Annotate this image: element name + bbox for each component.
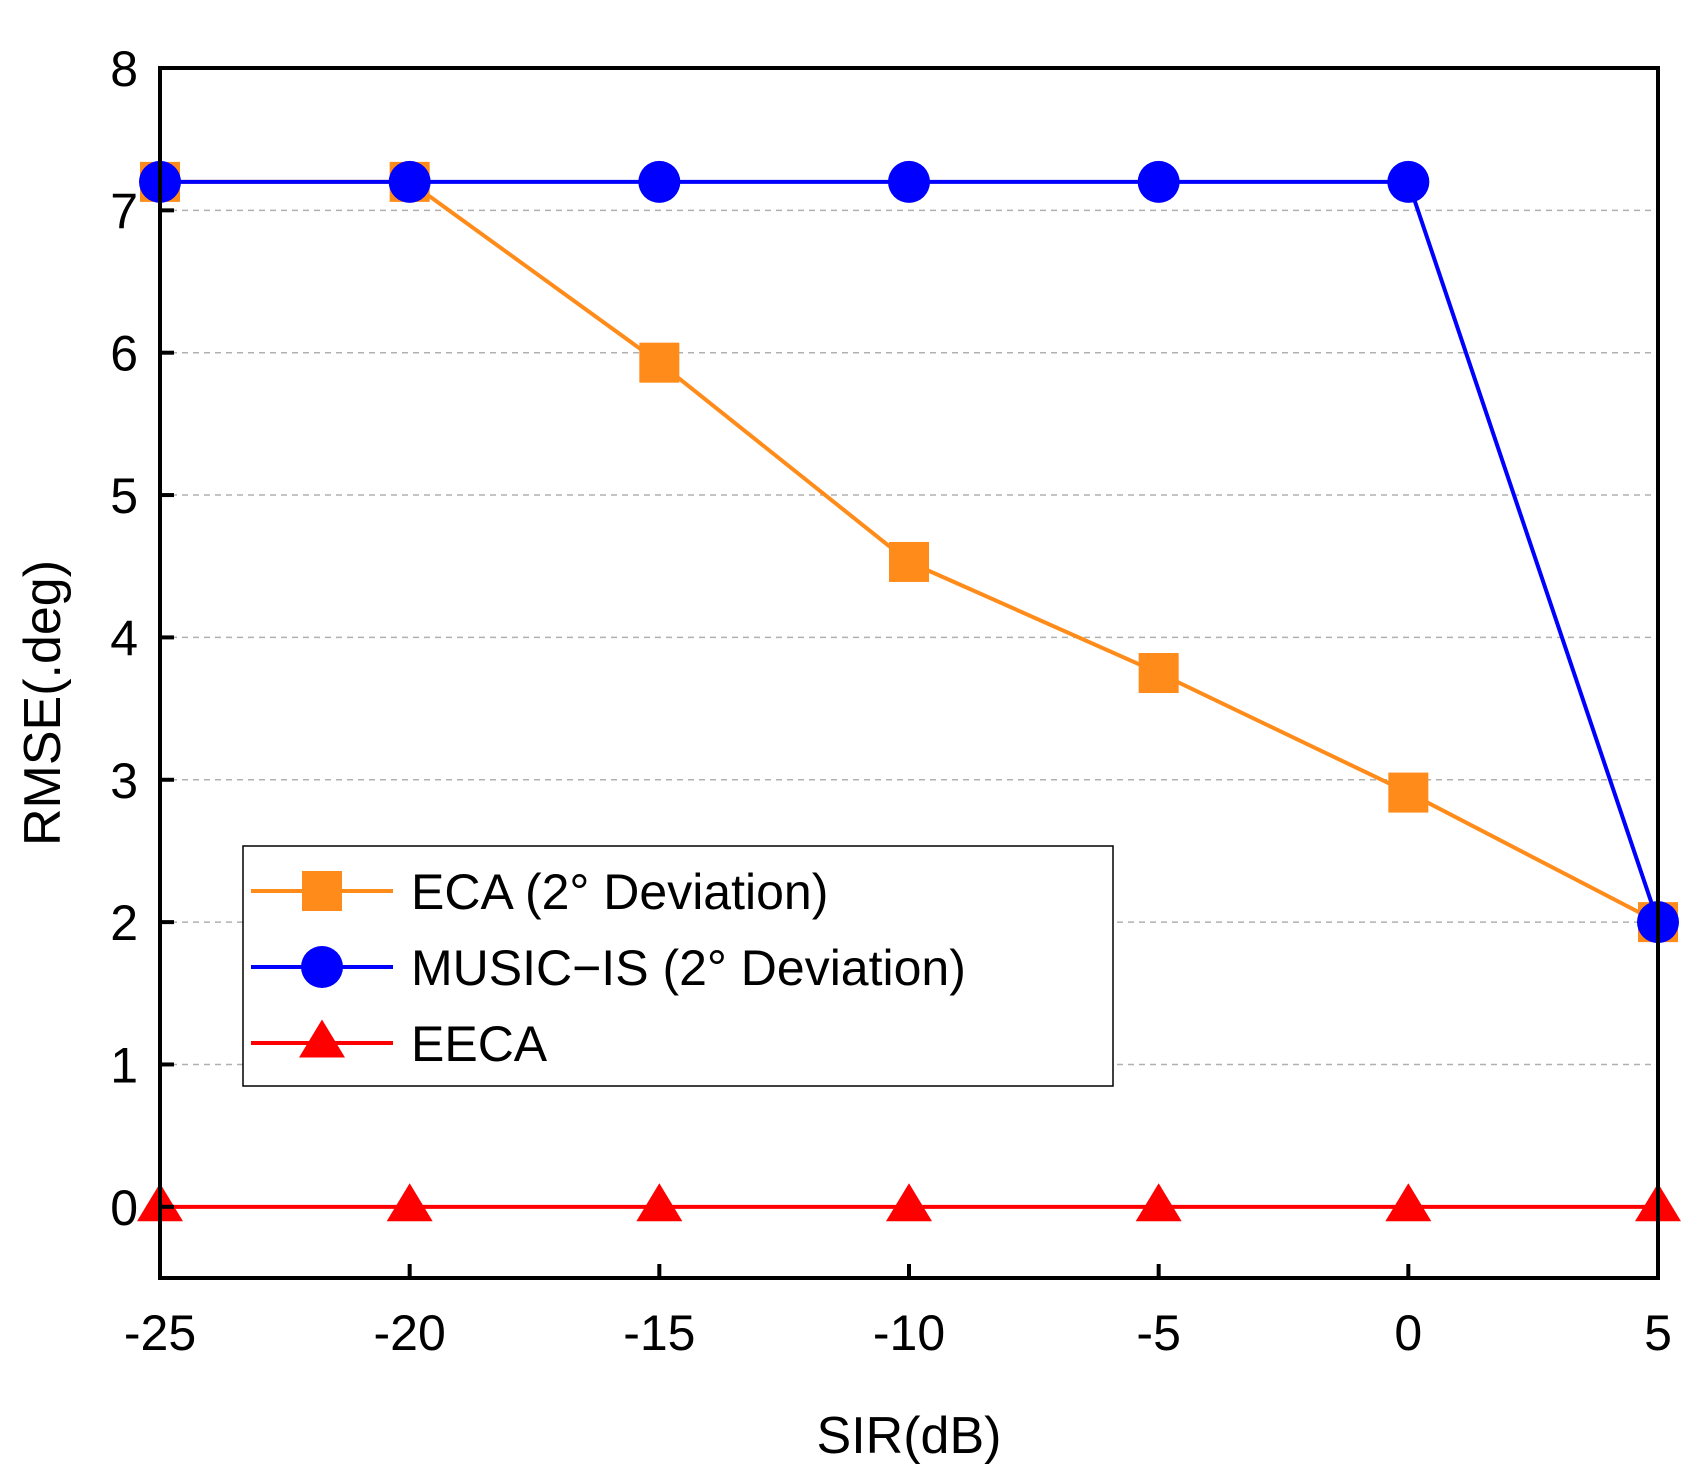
plot-frame	[158, 66, 1660, 1280]
x-tick-label: -25	[124, 1305, 196, 1361]
series-layer	[137, 160, 1681, 1222]
y-tick-label: 0	[110, 1180, 138, 1236]
series-2	[137, 1183, 1681, 1222]
legend-item: EECA	[251, 1016, 548, 1072]
y-tick-label: 3	[110, 753, 138, 809]
data-point	[1137, 160, 1180, 203]
y-tick-label: 8	[110, 41, 138, 97]
x-tick-label: 0	[1394, 1305, 1422, 1361]
y-tick-label: 1	[110, 1037, 138, 1093]
legend-item: MUSIC−IS (2° Deviation)	[251, 940, 966, 996]
legend-marker	[302, 871, 342, 911]
data-point	[889, 541, 929, 582]
x-tick-label: -15	[623, 1305, 695, 1361]
data-point	[1388, 772, 1429, 813]
data-point	[1135, 1183, 1182, 1222]
x-tick-label: -20	[374, 1305, 446, 1361]
y-tick-label: 7	[110, 183, 138, 239]
y-tick-label: 2	[110, 895, 138, 951]
x-tick-label: -5	[1136, 1305, 1180, 1361]
legend-label: ECA (2° Deviation)	[411, 864, 828, 920]
y-tick-label: 5	[110, 468, 138, 524]
data-point	[386, 1183, 433, 1222]
legend: ECA (2° Deviation) MUSIC−IS (2° Deviation…	[242, 845, 1114, 1087]
data-point	[886, 1183, 932, 1222]
y-tick-label: 4	[110, 610, 138, 666]
legend-label: MUSIC−IS (2° Deviation)	[411, 940, 966, 996]
data-point	[888, 160, 930, 203]
x-axis-label: SIR(dB)	[817, 1407, 1002, 1465]
legend-label: EECA	[411, 1016, 548, 1072]
data-point	[1138, 653, 1179, 693]
x-tick-label: 5	[1644, 1305, 1672, 1361]
data-point	[388, 160, 431, 203]
series-0	[140, 161, 1678, 943]
tick-layer: -25 -20 -15 -10 -5 0 5 0 1 2 3 4 5 6 7 8	[110, 41, 1672, 1361]
data-point	[636, 1183, 683, 1222]
y-tick-label: 6	[110, 326, 138, 382]
data-point	[639, 342, 680, 383]
legend-marker	[299, 1019, 345, 1058]
data-point	[1385, 1183, 1432, 1222]
data-point	[638, 160, 681, 203]
legend-marker	[301, 946, 343, 988]
x-tick-label: -10	[873, 1305, 945, 1361]
series-1	[139, 160, 1679, 944]
legend-item: ECA (2° Deviation)	[251, 864, 828, 920]
data-point	[1387, 160, 1430, 203]
y-axis-label: RMSE(.deg)	[14, 560, 72, 846]
